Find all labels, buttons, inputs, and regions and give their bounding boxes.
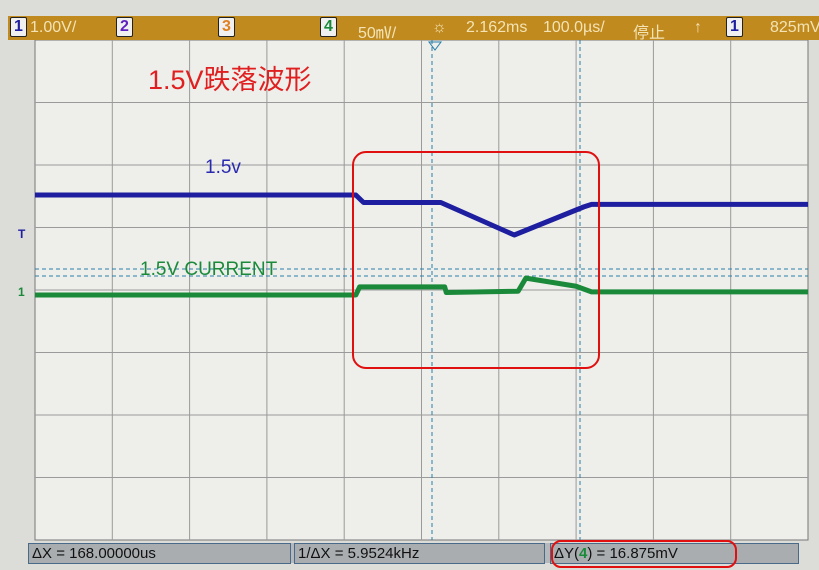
channel-4-scale: 50㎷/	[358, 25, 397, 42]
waveform-ch4	[35, 275, 808, 298]
channel-1-button[interactable]: 1	[10, 17, 27, 37]
dy-suffix: ) = 16.875mV	[587, 545, 678, 562]
run-state[interactable]: 停止	[633, 25, 666, 42]
highlight-box	[352, 151, 600, 369]
rising-edge-icon: ↑	[694, 19, 702, 36]
trigger-level: 825mV	[770, 19, 819, 36]
trigger-position-marker	[428, 41, 442, 51]
green-trace-label: 1.5V CURRENT	[140, 259, 278, 280]
waveform-display: T1	[18, 40, 809, 541]
waveform-ch1	[35, 192, 808, 238]
trigger-source[interactable]: 1	[726, 17, 743, 37]
channel-4-button[interactable]: 4	[320, 17, 337, 37]
blue-trace-label: 1.5v	[205, 157, 241, 178]
channel-4-ground-marker: 1	[18, 285, 25, 299]
sun-icon: ☼	[432, 19, 447, 36]
inverse-delta-x-readout: 1/ΔX = 5.9524kHz	[294, 543, 545, 564]
delay-value: 2.162ms	[466, 19, 528, 36]
delta-y-highlight	[551, 540, 737, 568]
channel-3-button[interactable]: 3	[218, 17, 235, 37]
measurement-bar: ΔX = 168.00000us 1/ΔX = 5.9524kHz ΔY(4) …	[28, 543, 799, 564]
status-bar: 1 1.00V/ 2 3 4 50㎷/ ☼ 2.162ms 100.0µs/ 停…	[8, 16, 819, 42]
channel-2-button[interactable]: 2	[116, 17, 133, 37]
delta-x-readout: ΔX = 168.00000us	[28, 543, 291, 564]
annotation-title: 1.5V跌落波形	[148, 65, 312, 95]
channel-1-scale: 1.00V/	[30, 19, 77, 36]
trigger-marker: T	[18, 227, 26, 241]
timebase-value: 100.0µs/	[543, 19, 605, 36]
dy-channel: 4	[579, 545, 588, 562]
